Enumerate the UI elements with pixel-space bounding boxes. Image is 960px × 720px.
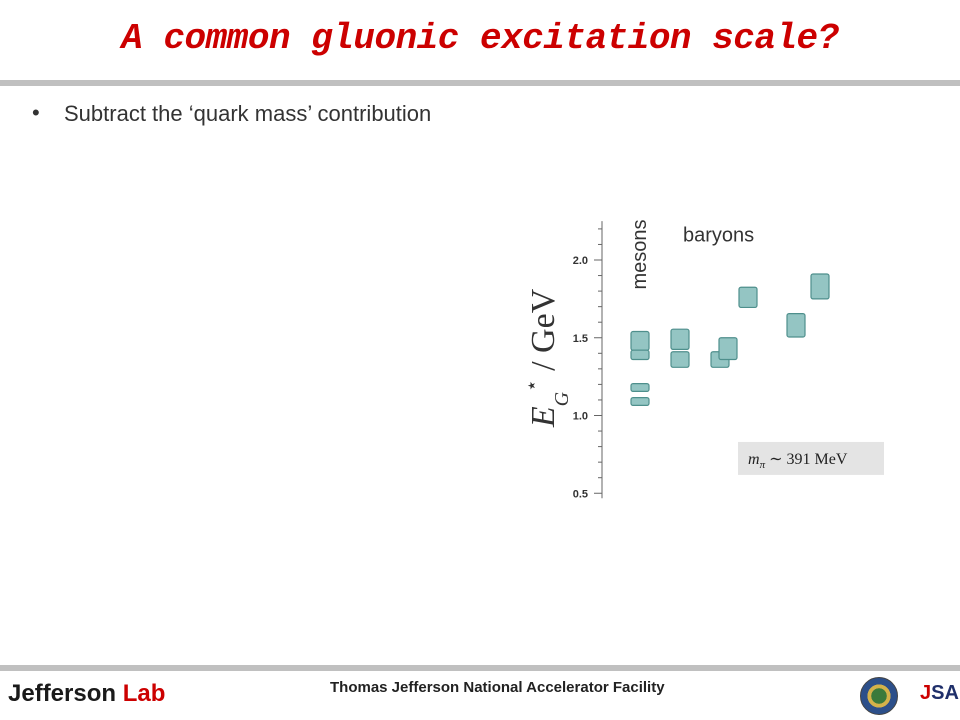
y-label-sub: G	[551, 391, 573, 406]
meson-point	[630, 330, 650, 351]
meson-point	[630, 397, 650, 406]
baryon-point	[738, 286, 758, 309]
y-label-sup: ⋆	[521, 379, 543, 392]
annotation-box	[738, 441, 884, 475]
y-axis-label: EG ⋆ / GeV	[521, 288, 573, 428]
annotation-value: ∼ 391 MeV	[765, 451, 848, 468]
baryon-point	[670, 351, 690, 368]
excitation-chart: 0.5 1.0 1.5 2.0 EG ⋆ / GeV mesons baryons mπ…	[521, 220, 884, 500]
footer-caption: Thomas Jefferson National Accelerator Fa…	[330, 679, 665, 696]
y-label-unit: / GeV	[525, 288, 562, 379]
annotation-text: mπ ∼ 391 MeV	[748, 451, 848, 471]
baryon-point	[670, 328, 690, 351]
title-divider	[0, 80, 960, 86]
meson-point	[630, 349, 650, 361]
doe-seal-icon	[860, 677, 898, 715]
slide-title: A common gluonic excitation scale?	[121, 18, 839, 59]
annotation-m: m	[748, 451, 760, 468]
annotation-pi: π	[760, 459, 766, 471]
baryon-point	[718, 337, 738, 361]
bullet-icon: •	[32, 100, 40, 125]
mesons-label: mesons	[629, 220, 651, 290]
y-tick-label: 1.5	[573, 333, 588, 345]
baryon-point	[810, 273, 830, 300]
baryons-label: baryons	[683, 224, 754, 246]
footer-divider	[0, 665, 960, 671]
y-tick-label: 2.0	[573, 255, 588, 267]
meson-point	[630, 383, 650, 392]
bullet-text: Subtract the ‘quark mass’ contribution	[64, 101, 432, 126]
y-label-main: E	[525, 406, 562, 428]
jsa-logo: JSA	[920, 682, 959, 705]
jefferson-lab-logo: Jefferson Lab	[8, 680, 165, 708]
data-points	[630, 273, 830, 406]
y-ticks: 0.5 1.0 1.5 2.0	[573, 228, 602, 500]
y-tick-label: 1.0	[573, 411, 588, 423]
y-tick-label: 0.5	[573, 488, 588, 500]
logo-lab: Lab	[122, 680, 166, 707]
baryon-point	[786, 313, 806, 338]
jsa-rest: SA	[931, 682, 959, 704]
jsa-j: J	[920, 682, 932, 704]
logo-word: Jefferson	[8, 680, 117, 707]
